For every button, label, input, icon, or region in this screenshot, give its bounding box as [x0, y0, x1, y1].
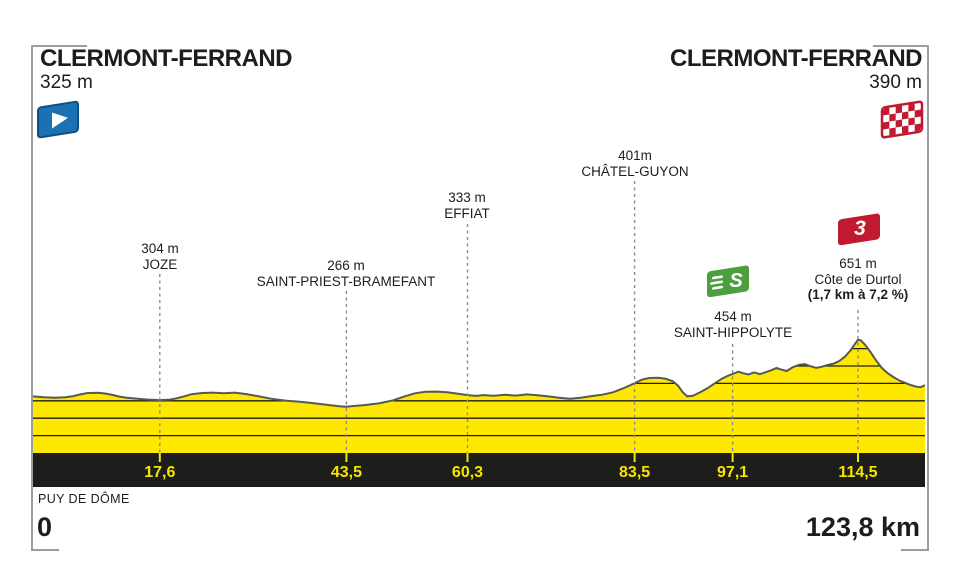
- waypoint-chatel-guyon: 401m CHÂTEL-GUYON: [485, 148, 785, 179]
- checker-cell: [914, 109, 921, 118]
- climb-icon-number: 3: [854, 217, 866, 240]
- distance-label: 114,5: [838, 464, 877, 481]
- frame-line-left: [31, 45, 33, 551]
- terrain-edge-line: [32, 338, 926, 408]
- distance-label: 83,5: [619, 464, 650, 481]
- distance-label: 17,6: [144, 464, 175, 481]
- distance-labels: 17,6 43,5 60,3 83,5 97,1 114,5: [144, 464, 877, 481]
- waypoint-name: JOZE: [142, 256, 178, 272]
- finish-flag-icon: [880, 100, 924, 139]
- frame-line-bottom-left: [31, 549, 59, 551]
- waypoint-climb-detail: (1,7 km à 7,2 %): [807, 287, 909, 302]
- start-distance: 0: [37, 512, 53, 542]
- waypoint-joze: 304 m JOZE: [10, 241, 310, 272]
- distance-label: 97,1: [717, 464, 748, 481]
- checker-cell: [895, 119, 903, 128]
- checker-cell: [902, 111, 909, 120]
- distance-ticks: [158, 453, 859, 462]
- waypoint-saint-priest-bramefant: 266 m SAINT-PRIEST-BRAMEFANT: [196, 258, 496, 289]
- sprint-icon-letter: S: [729, 270, 743, 292]
- checker-cell: [914, 123, 921, 132]
- frame-line-top-left: [31, 45, 87, 47]
- start-city-title: CLERMONT-FERRAND: [40, 45, 292, 72]
- frame-line-top-right: [873, 45, 929, 47]
- checker-cell: [883, 107, 890, 116]
- waypoint-name: SAINT-PRIEST-BRAMEFANT: [256, 273, 436, 289]
- waypoint-elevation: 401m: [618, 148, 652, 163]
- finish-city-title: CLERMONT-FERRAND: [670, 45, 922, 72]
- distance-label: 43,5: [331, 464, 362, 481]
- total-distance: 123,8 km: [805, 512, 920, 542]
- checker-cell: [902, 125, 909, 134]
- checker-cell: [908, 117, 915, 126]
- waypoint-elevation: 266 m: [327, 258, 365, 273]
- sprint-icon: S: [707, 265, 749, 298]
- waypoint-name: CHÂTEL-GUYON: [581, 163, 689, 179]
- start-flag-icon: [37, 100, 79, 139]
- category-3-climb-icon: 3: [838, 213, 880, 246]
- checker-cell: [889, 127, 896, 136]
- waypoint-elevation: 651 m: [839, 256, 877, 271]
- waypoint-cote-de-durtol: 651 m Côte de Durtol (1,7 km à 7,2 %): [708, 256, 960, 303]
- distance-label: 60,3: [452, 464, 483, 481]
- start-city-elevation: 325 m: [40, 72, 93, 93]
- finish-city-elevation: 390 m: [869, 72, 922, 93]
- distance-bar: [33, 453, 925, 487]
- checker-cell: [908, 103, 915, 112]
- waypoint-saint-hippolyte: 454 m SAINT-HIPPOLYTE: [583, 309, 883, 340]
- waypoint-effiat: 333 m EFFIAT: [317, 190, 617, 221]
- frame-line-right: [927, 45, 929, 551]
- checker-cell: [889, 113, 896, 122]
- waypoint-elevation: 333 m: [448, 190, 486, 205]
- region-label: PUY DE DÔME: [38, 492, 130, 506]
- frame-line-bottom-right: [901, 549, 929, 551]
- checker-cell: [895, 105, 903, 114]
- waypoint-elevation: 304 m: [141, 241, 179, 256]
- checker-cell: [883, 121, 890, 130]
- waypoint-elevation: 454 m: [714, 309, 752, 324]
- waypoint-name: Côte de Durtol: [814, 271, 902, 287]
- waypoint-name: SAINT-HIPPOLYTE: [673, 324, 793, 340]
- waypoint-name: EFFIAT: [444, 205, 490, 221]
- waypoint-dash-lines: [159, 181, 859, 453]
